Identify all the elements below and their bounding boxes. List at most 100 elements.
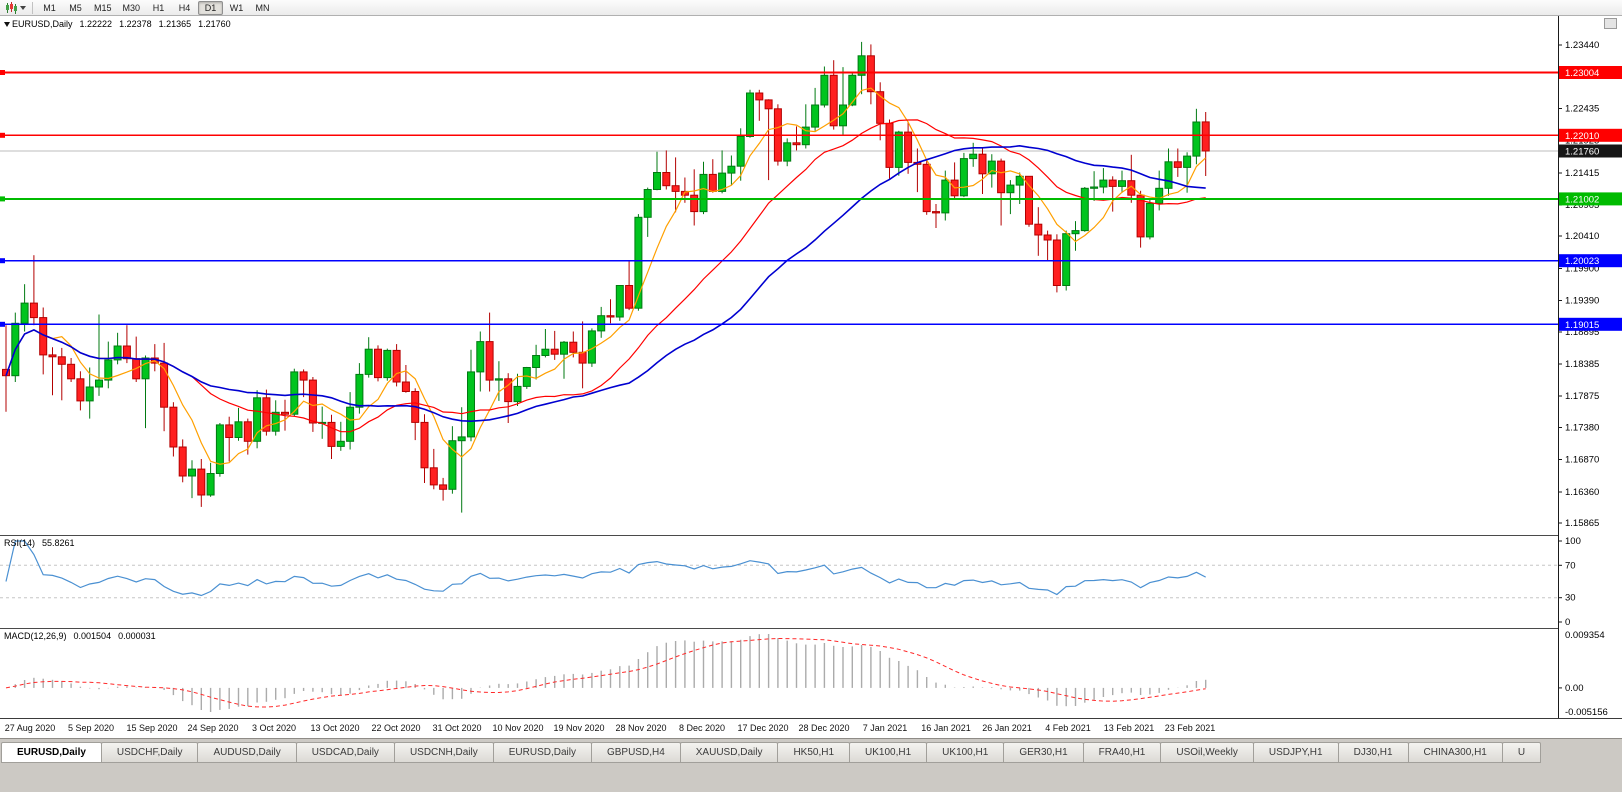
date-label: 3 Oct 2020 bbox=[251, 723, 297, 733]
date-label: 22 Oct 2020 bbox=[371, 723, 421, 733]
line-left-marker bbox=[0, 70, 5, 75]
rsi-label: RSI(14) 55.8261 bbox=[4, 538, 75, 548]
ma-fast-orange bbox=[5, 87, 1207, 465]
date-label: 17 Dec 2020 bbox=[737, 723, 789, 733]
timeframe-button-m30[interactable]: M30 bbox=[122, 2, 141, 13]
chart-scroll-handle[interactable] bbox=[1604, 18, 1617, 29]
chart-tab-uk100-h1[interactable]: UK100,H1 bbox=[926, 742, 1005, 763]
chart-tab-gbpusd-h4[interactable]: GBPUSD,H4 bbox=[590, 742, 681, 763]
rsi-scale-label: 0 bbox=[1565, 617, 1570, 628]
date-label: 4 Feb 2021 bbox=[1045, 723, 1091, 733]
line-left-marker bbox=[0, 258, 5, 264]
timeframe-button-h4[interactable]: H4 bbox=[178, 2, 191, 13]
timeframe-button-w1[interactable]: W1 bbox=[229, 2, 244, 13]
chart-tab-china300-h1[interactable]: CHINA300,H1 bbox=[1407, 742, 1503, 763]
svg-text:1.19015: 1.19015 bbox=[1565, 320, 1599, 331]
chart-tab-eurusd-daily[interactable]: EURUSD,Daily bbox=[492, 742, 592, 763]
date-label: 19 Nov 2020 bbox=[553, 723, 605, 733]
svg-text:1.22010: 1.22010 bbox=[1565, 131, 1599, 142]
chart-tab-usdjpy-h1[interactable]: USDJPY,H1 bbox=[1252, 742, 1339, 763]
line-left-marker bbox=[0, 132, 5, 138]
time-axis[interactable]: 27 Aug 2020 5 Sep 2020 15 Sep 2020 24 Sep 2… bbox=[0, 718, 1622, 738]
chart-tab-dj30-h1[interactable]: DJ30,H1 bbox=[1337, 742, 1409, 763]
chart-tab-usdchf-daily[interactable]: USDCHF,Daily bbox=[100, 742, 199, 763]
price-tick-label: 1.20410 bbox=[1565, 231, 1599, 242]
macd-histogram bbox=[14, 634, 1207, 712]
rsi-indicator-panel[interactable]: 100 70 30 0 RSI(14) 55.8261 bbox=[0, 535, 1622, 628]
price-tick-label: 1.15865 bbox=[1565, 518, 1599, 529]
price-tick-label: 1.18385 bbox=[1565, 359, 1599, 370]
macd-scale-label: -0.005156 bbox=[1565, 707, 1608, 718]
date-label: 24 Sep 2020 bbox=[187, 723, 239, 733]
candlestick-chart-icon bbox=[6, 1, 17, 14]
timeframe-toolbar: M1 M5 M15 M30 H1 H4 D1 W1 MN bbox=[0, 0, 1622, 16]
date-label: 13 Oct 2020 bbox=[310, 723, 360, 733]
price-line-label-1.23004: 1.23004 bbox=[1559, 66, 1622, 79]
chart-tab-usdcnh-daily[interactable]: USDCNH,Daily bbox=[393, 742, 494, 763]
date-label: 31 Oct 2020 bbox=[432, 723, 482, 733]
timeframe-button-h1[interactable]: H1 bbox=[152, 2, 165, 13]
date-label: 13 Feb 2021 bbox=[1103, 723, 1155, 733]
chart-tab-uk100-h1[interactable]: UK100,H1 bbox=[849, 742, 928, 763]
date-label: 23 Feb 2021 bbox=[1164, 723, 1216, 733]
symbol-dropdown-icon[interactable] bbox=[4, 21, 10, 27]
chart-tab-audusd-daily[interactable]: AUDUSD,Daily bbox=[197, 742, 297, 763]
chart-tab-eurusd-daily[interactable]: EURUSD,Daily bbox=[1, 742, 102, 763]
chart-tab-usoil-weekly[interactable]: USOil,Weekly bbox=[1160, 742, 1254, 763]
symbol-period-label: EURUSD,Daily bbox=[12, 19, 73, 29]
chart-tab-fra40-h1[interactable]: FRA40,H1 bbox=[1082, 742, 1162, 763]
rsi-value: 55.8261 bbox=[42, 538, 75, 548]
macd-scale-label: 0.009354 bbox=[1565, 630, 1605, 641]
ma-mid-red bbox=[5, 119, 1206, 433]
svg-text:1.20023: 1.20023 bbox=[1565, 256, 1599, 267]
price-line-label-1.22010: 1.22010 bbox=[1559, 128, 1622, 142]
date-label: 15 Sep 2020 bbox=[126, 723, 178, 733]
timeframe-button-d1[interactable]: D1 bbox=[198, 0, 224, 15]
chart-legend: EURUSD,Daily 1.22222 1.22378 1.21365 1.2… bbox=[4, 19, 231, 29]
rsi-line bbox=[5, 540, 1206, 597]
date-label: 26 Jan 2021 bbox=[982, 723, 1032, 733]
price-tick-label: 1.16870 bbox=[1565, 455, 1599, 466]
timeframe-button-m5[interactable]: M5 bbox=[69, 2, 82, 13]
timeframe-button-mn[interactable]: MN bbox=[255, 2, 270, 13]
price-tick-label: 1.18895 bbox=[1565, 327, 1599, 338]
price-tick-label: 1.17875 bbox=[1565, 391, 1599, 402]
macd-signal-line bbox=[5, 637, 1206, 708]
price-tick-label: 1.22435 bbox=[1565, 103, 1599, 114]
macd-value-1: 0.001504 bbox=[73, 631, 112, 641]
price-scale-bg bbox=[1559, 16, 1622, 535]
line-left-marker bbox=[0, 196, 5, 202]
macd-indicator-panel[interactable]: 0.009354 0.00 -0.005156 MACD(12,26,9) 0.00… bbox=[0, 628, 1622, 718]
timeframe-buttons: M1 M5 M15 M30 H1 H4 D1 W1 MN bbox=[37, 0, 276, 16]
macd-label: MACD(12,26,9) 0.001504 0.000031 bbox=[4, 631, 156, 641]
chart-tab-usdcad-daily[interactable]: USDCAD,Daily bbox=[295, 742, 395, 763]
date-label: 28 Dec 2020 bbox=[798, 723, 850, 733]
chart-tab-xauusd-daily[interactable]: XAUUSD,Daily bbox=[679, 742, 779, 763]
chart-tab-u[interactable]: U bbox=[1501, 742, 1542, 763]
date-label: 27 Aug 2020 bbox=[4, 723, 56, 733]
macd-value-2: 0.000031 bbox=[118, 631, 156, 641]
chevron-down-icon bbox=[20, 5, 26, 10]
chart-type-button[interactable] bbox=[3, 1, 28, 15]
price-tick-label: 1.17380 bbox=[1565, 422, 1599, 433]
price-chart-panel[interactable]: 1.234401.224351.219251.214151.209051.204… bbox=[0, 16, 1622, 535]
date-label: 5 Sep 2020 bbox=[67, 723, 115, 733]
date-label: 8 Dec 2020 bbox=[678, 723, 726, 733]
rsi-scale-label: 100 bbox=[1565, 536, 1581, 547]
rsi-name: RSI(14) bbox=[4, 538, 36, 548]
timeframe-button-m1[interactable]: M1 bbox=[43, 2, 56, 13]
date-label: 28 Nov 2020 bbox=[615, 723, 667, 733]
date-label: 7 Jan 2021 bbox=[862, 723, 908, 733]
open-value: 1.22222 bbox=[79, 19, 113, 29]
candles-layer bbox=[2, 41, 1210, 513]
line-left-marker bbox=[0, 321, 5, 327]
ma-slow-blue bbox=[5, 144, 1206, 423]
chart-tab-hk50-h1[interactable]: HK50,H1 bbox=[777, 742, 851, 763]
high-value: 1.22378 bbox=[119, 19, 152, 29]
price-chart-canvas[interactable]: 1.234401.224351.219251.214151.209051.204… bbox=[0, 16, 1622, 535]
chart-tab-ger30-h1[interactable]: GER30,H1 bbox=[1003, 742, 1084, 763]
rsi-canvas: 100 70 30 0 bbox=[0, 535, 1622, 628]
svg-text:1.21760: 1.21760 bbox=[1565, 147, 1599, 158]
low-value: 1.21365 bbox=[158, 19, 192, 29]
timeframe-button-m15[interactable]: M15 bbox=[94, 2, 112, 13]
